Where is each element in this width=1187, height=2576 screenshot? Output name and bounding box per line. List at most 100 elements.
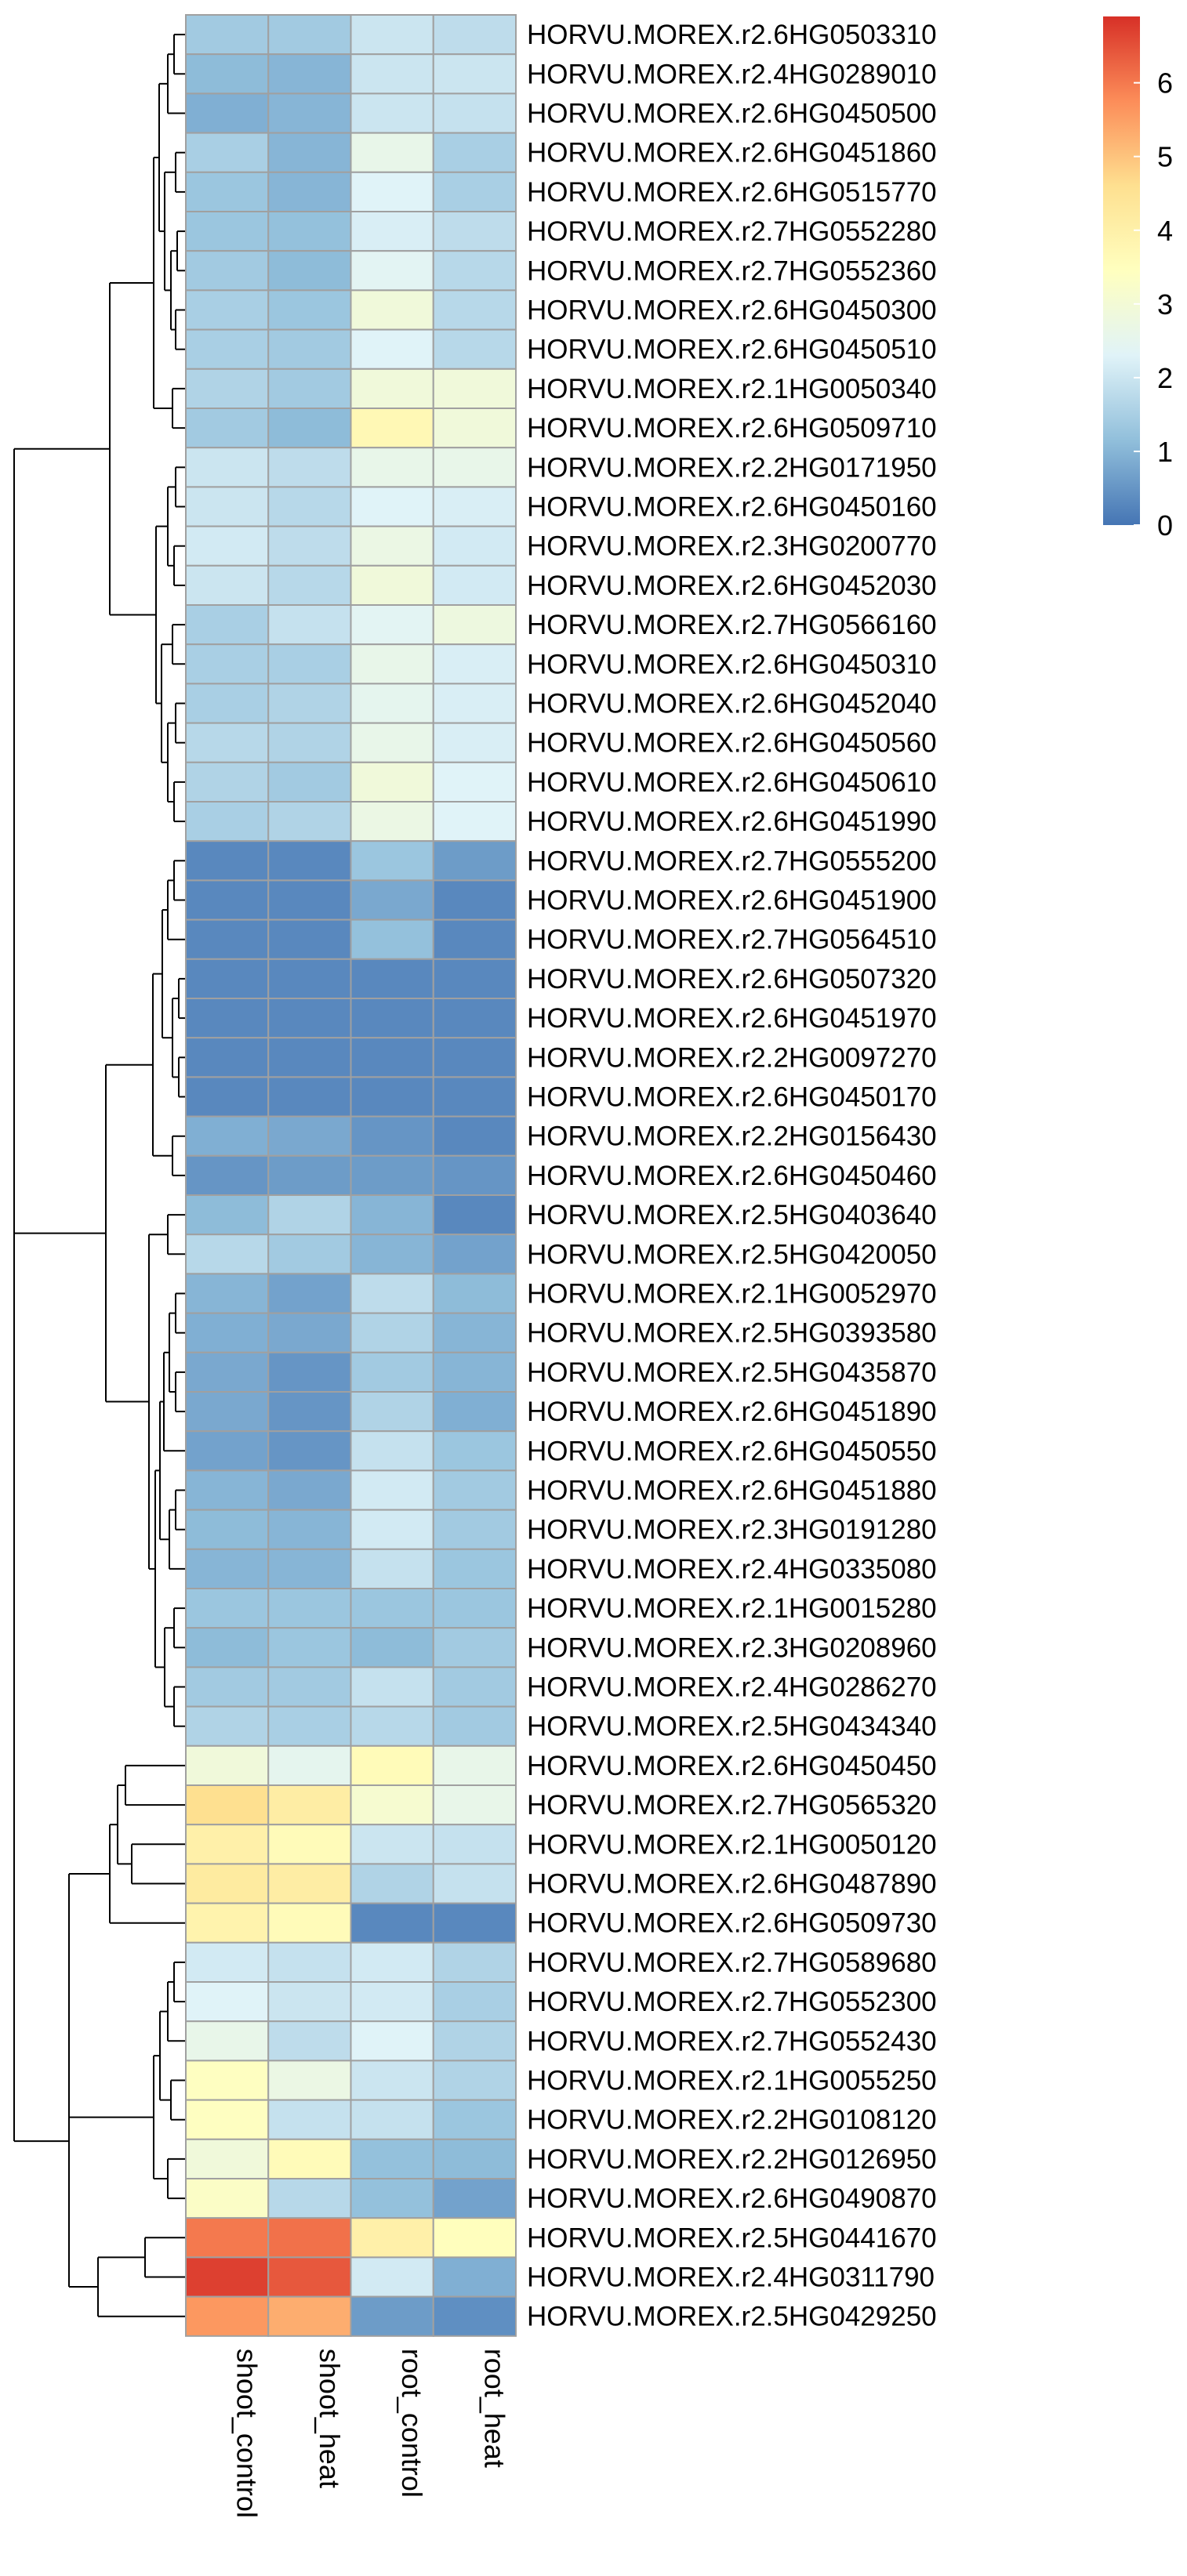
heatmap-cell: [185, 53, 270, 95]
heatmap-cell: [350, 408, 434, 449]
heatmap-cell: [267, 92, 352, 134]
heatmap-cell: [185, 1548, 270, 1590]
row-label: HORVU.MOREX.r2.5HG0435870: [527, 1357, 937, 1388]
heatmap-cell: [267, 1941, 352, 1984]
heatmap-cell: [185, 1273, 270, 1314]
heatmap-cell: [432, 2099, 517, 2140]
heatmap-cell: [185, 1705, 270, 1747]
row-label: HORVU.MOREX.r2.6HG0509730: [527, 1908, 937, 1939]
heatmap-cell: [432, 1194, 517, 1236]
row-label: HORVU.MOREX.r2.1HG0055250: [527, 2066, 937, 2096]
heatmap-cell: [350, 1234, 434, 1275]
heatmap-cell: [267, 1588, 352, 1629]
column-label: root_heat: [478, 2349, 510, 2468]
heatmap-cell: [432, 840, 517, 882]
heatmap-cell: [267, 918, 352, 960]
heatmap-cell: [185, 250, 270, 292]
heatmap-cell: [185, 2217, 270, 2259]
heatmap-cell: [267, 1745, 352, 1787]
heatmap-cell: [267, 2295, 352, 2337]
row-label: HORVU.MOREX.r2.6HG0509710: [527, 413, 937, 444]
heatmap-cell: [350, 368, 434, 409]
heatmap-cell: [350, 1902, 434, 1944]
heatmap-cell: [432, 211, 517, 252]
heatmap-cell: [185, 643, 270, 685]
heatmap-cell: [267, 132, 352, 173]
heatmap-cell: [267, 2099, 352, 2140]
heatmap-cell: [350, 1548, 434, 1590]
row-label: HORVU.MOREX.r2.6HG0450450: [527, 1751, 937, 1781]
row-label: HORVU.MOREX.r2.3HG0200770: [527, 531, 937, 562]
heatmap-cell: [267, 840, 352, 882]
heatmap-cell: [432, 1154, 517, 1197]
row-label: HORVU.MOREX.r2.1HG0050340: [527, 374, 937, 404]
heatmap-cell: [185, 171, 270, 213]
heatmap-cell: [432, 1312, 517, 1353]
legend-tick-label: 4: [1157, 215, 1173, 247]
row-label: HORVU.MOREX.r2.6HG0503310: [527, 20, 937, 50]
legend-tick-label: 3: [1157, 288, 1173, 321]
heatmap-cell: [350, 1588, 434, 1629]
heatmap-cell: [350, 958, 434, 1000]
heatmap-cell: [185, 1154, 270, 1197]
heatmap-cell: [267, 1705, 352, 1747]
heatmap-cell: [185, 289, 270, 331]
heatmap-cell: [432, 408, 517, 449]
heatmap-cell: [185, 2178, 270, 2219]
row-label: HORVU.MOREX.r2.4HG0335080: [527, 1554, 937, 1585]
row-label: HORVU.MOREX.r2.7HG0589680: [527, 1947, 937, 1978]
heatmap-cell: [267, 1115, 352, 1157]
heatmap-cell: [350, 840, 434, 882]
heatmap-cell: [350, 1509, 434, 1550]
heatmap-cell: [350, 1115, 434, 1157]
heatmap-cell: [350, 132, 434, 173]
heatmap-cell: [350, 486, 434, 527]
legend-tick-label: 2: [1157, 362, 1173, 394]
heatmap-cell: [185, 918, 270, 960]
heatmap-cell: [350, 1037, 434, 1078]
heatmap-cell: [432, 486, 517, 527]
heatmap-cell: [267, 1194, 352, 1236]
heatmap-cell: [267, 53, 352, 95]
heatmap-cell: [432, 525, 517, 567]
heatmap-cell: [185, 1115, 270, 1157]
heatmap-cell: [267, 643, 352, 685]
heatmap-cell: [267, 1824, 352, 1865]
heatmap-cell: [185, 998, 270, 1039]
heatmap-cell: [432, 250, 517, 292]
heatmap-cell: [185, 92, 270, 134]
heatmap-cell: [432, 761, 517, 803]
heatmap-cell: [350, 1666, 434, 1708]
heatmap-cell: [185, 1784, 270, 1826]
heatmap-cell: [432, 801, 517, 842]
heatmap-cell: [350, 1824, 434, 1865]
row-label: HORVU.MOREX.r2.7HG0555200: [527, 846, 937, 876]
heatmap-cell: [267, 1902, 352, 1944]
row-label: HORVU.MOREX.r2.4HG0311790: [527, 2263, 935, 2293]
row-label: HORVU.MOREX.r2.2HG0108120: [527, 2105, 937, 2136]
heatmap-cell: [432, 2178, 517, 2219]
heatmap-cell: [185, 1824, 270, 1865]
row-label: HORVU.MOREX.r2.6HG0451860: [527, 138, 937, 168]
heatmap-cell: [185, 1469, 270, 1511]
column-label: shoot_control: [231, 2349, 263, 2518]
heatmap-cell: [185, 1312, 270, 1353]
heatmap-cell: [185, 1666, 270, 1708]
heatmap-cell: [432, 2060, 517, 2101]
heatmap-cell: [350, 604, 434, 646]
heatmap-cell: [267, 2060, 352, 2101]
heatmap-cell: [432, 1351, 517, 1393]
heatmap-cell: [267, 1273, 352, 1314]
heatmap-cell: [432, 53, 517, 95]
row-label: HORVU.MOREX.r2.5HG0403640: [527, 1200, 937, 1230]
heatmap-cell: [185, 328, 270, 370]
row-label: HORVU.MOREX.r2.6HG0451900: [527, 886, 937, 916]
heatmap-cell: [432, 368, 517, 409]
heatmap-cell: [267, 761, 352, 803]
heatmap-cell: [267, 1037, 352, 1078]
heatmap-cell: [267, 801, 352, 842]
heatmap-cells: [185, 14, 517, 2337]
heatmap-cell: [350, 525, 434, 567]
heatmap-cell: [267, 1784, 352, 1826]
heatmap-cell: [267, 525, 352, 567]
